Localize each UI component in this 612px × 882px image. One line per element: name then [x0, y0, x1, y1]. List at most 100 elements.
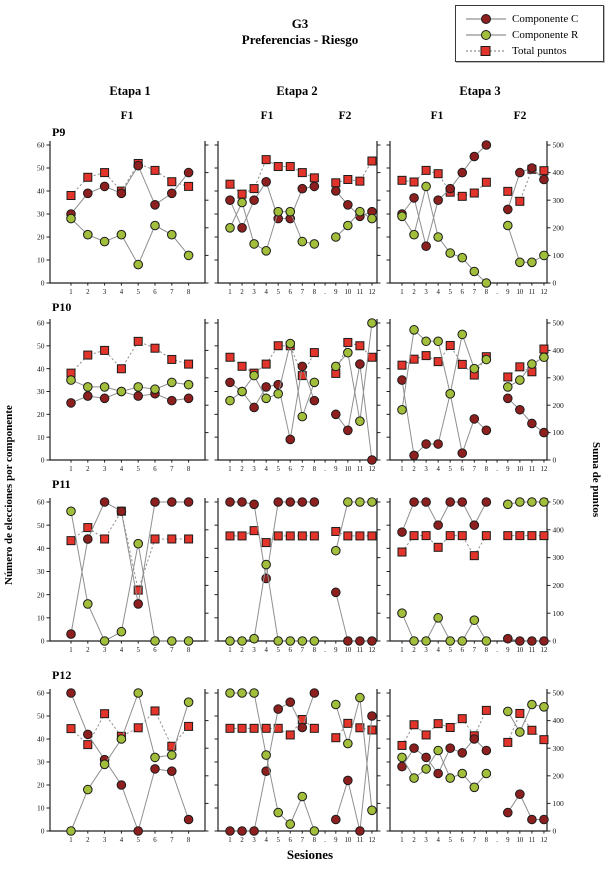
svg-text:3: 3: [424, 837, 428, 844]
svg-text:3: 3: [103, 647, 107, 654]
svg-text:4: 4: [264, 289, 268, 296]
svg-text:10: 10: [516, 466, 523, 473]
svg-text:5: 5: [276, 837, 280, 844]
svg-text:6: 6: [153, 289, 157, 296]
legend-label: Componente R: [512, 29, 579, 41]
svg-text:1: 1: [69, 289, 72, 296]
svg-text:2: 2: [240, 647, 244, 654]
svg-text:50: 50: [37, 164, 45, 173]
svg-text:500: 500: [553, 319, 565, 328]
svg-text:1: 1: [400, 289, 403, 296]
svg-text:60: 60: [37, 141, 45, 150]
svg-text:5: 5: [448, 837, 452, 844]
svg-text:1: 1: [228, 837, 231, 844]
svg-text:3: 3: [252, 837, 256, 844]
svg-text:1: 1: [69, 466, 72, 473]
svg-text:6: 6: [289, 837, 293, 844]
svg-text:.: .: [496, 466, 498, 473]
svg-text:100: 100: [553, 799, 565, 808]
svg-text:6: 6: [461, 837, 465, 844]
svg-text:12: 12: [369, 466, 376, 473]
svg-text:50: 50: [37, 521, 45, 530]
svg-text:5: 5: [276, 647, 280, 654]
svg-text:1: 1: [69, 837, 72, 844]
svg-text:4: 4: [120, 837, 124, 844]
svg-text:6: 6: [461, 289, 465, 296]
svg-text:7: 7: [301, 647, 305, 654]
svg-text:8: 8: [313, 466, 317, 473]
svg-text:6: 6: [461, 466, 465, 473]
legend-marker-componente-r-icon: [464, 28, 508, 42]
svg-text:.: .: [496, 647, 498, 654]
svg-text:6: 6: [289, 289, 293, 296]
svg-text:9: 9: [506, 466, 510, 473]
svg-text:300: 300: [553, 196, 565, 205]
phase-header-e2-f2: F2: [338, 110, 352, 122]
figure-title-subtitle: Preferencias - Riesgo: [241, 32, 359, 47]
svg-text:4: 4: [264, 466, 268, 473]
svg-text:9: 9: [506, 837, 510, 844]
legend-item-total-puntos: Total puntos: [456, 43, 603, 59]
svg-text:7: 7: [170, 466, 174, 473]
row-label-p12: P12: [52, 668, 72, 682]
phase-header-e3-f1: F1: [430, 110, 444, 122]
svg-text:20: 20: [37, 233, 45, 242]
svg-text:400: 400: [553, 346, 565, 355]
svg-text:20: 20: [37, 781, 45, 790]
row-label-p9: P9: [52, 125, 66, 139]
svg-text:6: 6: [153, 466, 157, 473]
svg-text:8: 8: [187, 647, 191, 654]
svg-text:7: 7: [473, 466, 477, 473]
svg-text:300: 300: [553, 744, 565, 753]
svg-text:1: 1: [228, 289, 231, 296]
svg-text:7: 7: [301, 466, 305, 473]
legend-marker-total-puntos-icon: [464, 44, 508, 58]
svg-text:4: 4: [436, 837, 440, 844]
row-label-p10: P10: [52, 300, 72, 314]
svg-text:5: 5: [448, 647, 452, 654]
svg-text:0: 0: [553, 637, 557, 646]
svg-text:4: 4: [120, 289, 124, 296]
svg-text:4: 4: [120, 466, 124, 473]
svg-text:300: 300: [553, 553, 565, 562]
svg-text:100: 100: [553, 251, 565, 260]
svg-text:5: 5: [136, 837, 140, 844]
svg-text:500: 500: [553, 689, 565, 698]
svg-text:1: 1: [69, 647, 72, 654]
svg-text:8: 8: [485, 647, 489, 654]
svg-text:8: 8: [485, 837, 489, 844]
svg-text:.: .: [496, 837, 498, 844]
svg-text:10: 10: [516, 647, 523, 654]
svg-text:3: 3: [424, 647, 428, 654]
svg-text:20: 20: [37, 410, 45, 419]
svg-text:40: 40: [37, 187, 45, 196]
svg-text:8: 8: [313, 647, 317, 654]
svg-text:3: 3: [103, 466, 107, 473]
svg-text:2: 2: [86, 466, 90, 473]
legend-marker-componente-c-icon: [464, 12, 508, 26]
svg-text:200: 200: [553, 581, 565, 590]
svg-text:400: 400: [553, 168, 565, 177]
svg-text:3: 3: [424, 289, 428, 296]
svg-text:4: 4: [436, 466, 440, 473]
svg-text:3: 3: [103, 837, 107, 844]
svg-text:5: 5: [136, 647, 140, 654]
svg-text:0: 0: [41, 456, 45, 465]
legend-item-componente-c: Componente C: [456, 11, 603, 27]
svg-text:100: 100: [553, 428, 565, 437]
svg-text:300: 300: [553, 373, 565, 382]
svg-text:2: 2: [412, 466, 416, 473]
svg-text:40: 40: [37, 735, 45, 744]
svg-text:30: 30: [37, 387, 45, 396]
svg-text:7: 7: [473, 837, 477, 844]
svg-text:9: 9: [334, 289, 338, 296]
svg-text:2: 2: [412, 647, 416, 654]
svg-text:12: 12: [541, 837, 548, 844]
svg-text:30: 30: [37, 210, 45, 219]
svg-text:0: 0: [41, 279, 45, 288]
phase-header-e1-f1: F1: [120, 110, 134, 122]
svg-text:7: 7: [473, 289, 477, 296]
svg-text:6: 6: [289, 647, 293, 654]
svg-text:4: 4: [264, 647, 268, 654]
svg-text:7: 7: [473, 647, 477, 654]
